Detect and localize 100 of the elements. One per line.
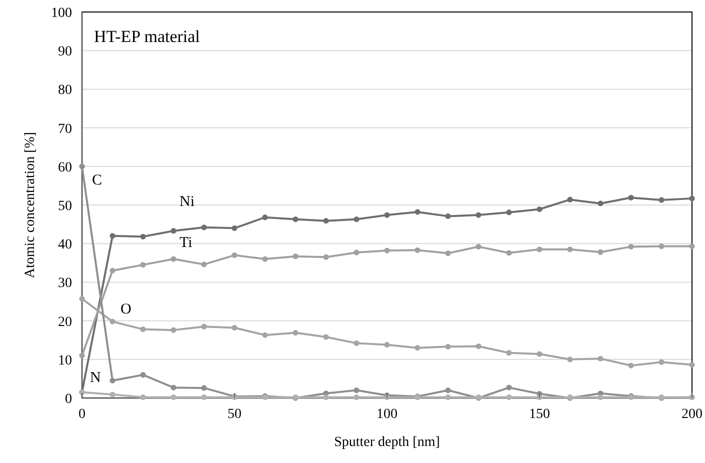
point xyxy=(201,394,207,400)
y-tick-label: 0 xyxy=(65,392,72,407)
point xyxy=(658,359,664,365)
y-tick-label: 70 xyxy=(58,122,72,137)
y-tick-label: 60 xyxy=(58,160,72,176)
y-tick-label: 90 xyxy=(58,44,72,60)
point xyxy=(323,334,329,340)
point xyxy=(110,318,116,324)
point xyxy=(628,362,634,368)
point xyxy=(536,246,542,252)
point xyxy=(323,394,329,400)
point xyxy=(445,213,451,219)
point xyxy=(354,216,360,222)
point xyxy=(414,247,420,253)
point xyxy=(201,224,207,230)
point xyxy=(476,212,482,218)
point xyxy=(506,210,512,216)
point xyxy=(140,234,146,240)
x-tick-label: 200 xyxy=(682,407,702,422)
point xyxy=(506,250,512,256)
point xyxy=(323,218,329,224)
text: HT-EP material xyxy=(94,27,200,46)
point xyxy=(140,394,146,400)
y-tick-label: 100 xyxy=(51,6,72,21)
point xyxy=(170,327,176,333)
y-axis-title: Atomic concentration [%] xyxy=(23,132,38,278)
point xyxy=(140,262,146,268)
x-tick-label: 150 xyxy=(529,407,550,422)
point xyxy=(292,216,298,222)
point xyxy=(79,296,85,302)
point xyxy=(232,324,238,331)
point xyxy=(567,196,573,202)
y-tick-label: 80 xyxy=(58,83,72,98)
point xyxy=(262,256,268,262)
point xyxy=(658,244,664,250)
point xyxy=(506,384,512,390)
point xyxy=(598,394,604,400)
point xyxy=(79,164,85,170)
y-tick-label: 10 xyxy=(58,353,72,368)
point xyxy=(384,248,390,254)
point xyxy=(201,324,207,330)
point xyxy=(201,385,207,391)
x-axis-title: Sputter depth [nm] xyxy=(334,435,440,450)
point xyxy=(628,244,634,250)
point xyxy=(232,252,238,258)
point xyxy=(262,214,268,220)
point xyxy=(689,362,695,368)
point xyxy=(354,250,360,256)
point xyxy=(689,196,695,202)
point xyxy=(354,394,360,400)
point xyxy=(476,343,482,350)
point xyxy=(354,340,360,346)
point xyxy=(79,352,85,358)
point xyxy=(414,345,420,351)
point xyxy=(445,394,451,400)
series-label: Ni xyxy=(180,194,194,210)
point xyxy=(506,394,512,400)
point xyxy=(658,197,664,203)
series-label: Ti xyxy=(180,235,192,252)
point xyxy=(506,350,512,356)
point xyxy=(445,387,451,394)
point xyxy=(170,394,176,400)
y-tick-label: 30 xyxy=(58,276,72,292)
point xyxy=(384,212,390,218)
point xyxy=(354,387,360,394)
point xyxy=(292,330,298,336)
point xyxy=(292,254,298,260)
point xyxy=(232,225,238,231)
series-label: C xyxy=(92,172,102,188)
y-tick-label: 20 xyxy=(58,314,72,330)
point xyxy=(140,372,146,378)
series-label: O xyxy=(120,302,132,318)
point xyxy=(536,351,542,357)
point xyxy=(567,246,573,252)
point xyxy=(140,326,146,332)
point xyxy=(262,332,268,338)
point xyxy=(536,206,542,212)
point xyxy=(110,392,116,398)
point xyxy=(445,344,451,350)
point xyxy=(689,244,695,250)
point xyxy=(384,342,390,348)
point xyxy=(201,262,207,268)
x-tick-label: 0 xyxy=(78,407,86,422)
point xyxy=(323,254,329,260)
x-tick-label: 100 xyxy=(376,407,398,422)
point xyxy=(170,228,176,234)
point xyxy=(445,250,451,256)
point xyxy=(110,233,116,239)
x-tick-label: 50 xyxy=(228,407,242,422)
point xyxy=(598,249,604,255)
point xyxy=(598,356,604,362)
point xyxy=(476,244,482,250)
point xyxy=(170,256,176,262)
y-tick-label: 40 xyxy=(58,238,72,253)
point xyxy=(110,378,116,384)
point xyxy=(414,209,420,215)
point xyxy=(110,268,116,274)
point xyxy=(170,384,176,390)
point xyxy=(598,200,604,206)
point xyxy=(628,194,634,200)
